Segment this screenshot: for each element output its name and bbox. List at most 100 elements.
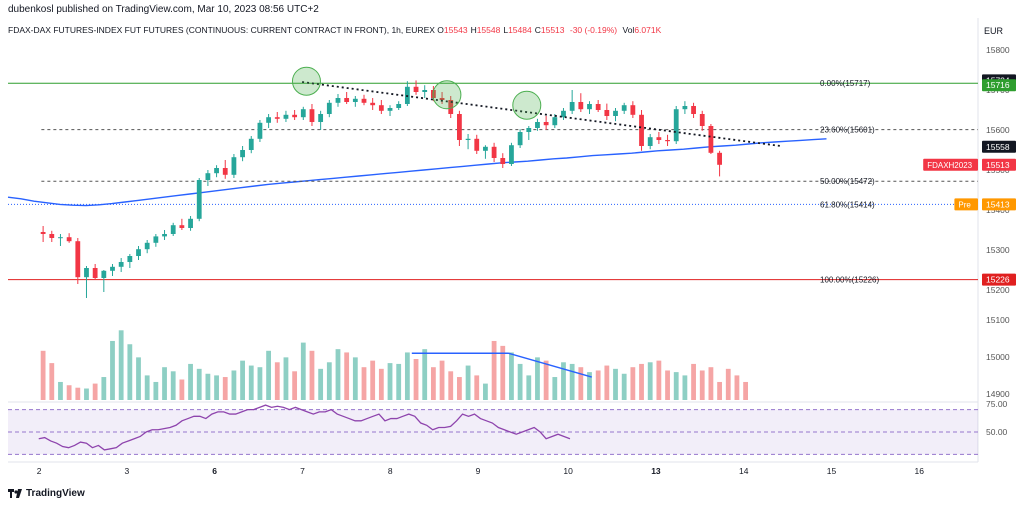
price-axis-prefix-tag — [954, 198, 978, 211]
candle-body — [396, 104, 402, 108]
volume-bar — [656, 360, 662, 400]
candle-body — [231, 157, 237, 175]
price-tick-label: 15300 — [986, 245, 1010, 255]
volume-bar — [136, 357, 141, 400]
price-axis-tag — [982, 79, 1016, 92]
volume-bar — [274, 362, 280, 400]
volume-bar — [699, 370, 705, 400]
volume-bar — [66, 385, 72, 400]
volume-bar — [49, 363, 55, 400]
volume-bar — [309, 350, 315, 400]
volume-bar — [335, 349, 341, 400]
candle-body — [292, 114, 298, 118]
volume-bar — [422, 349, 428, 400]
candle-body — [422, 90, 428, 92]
candle-body — [58, 237, 63, 239]
peak-highlight-circle — [432, 80, 462, 110]
candle-body — [170, 225, 176, 234]
candle-body — [613, 110, 618, 116]
candle-body — [665, 140, 670, 142]
candle-body — [717, 152, 722, 165]
price-tick-label: 15600 — [986, 125, 1010, 135]
candle-body — [127, 256, 133, 262]
candle-body — [621, 105, 627, 111]
volume-bar — [231, 370, 237, 400]
ohlc-key: H — [470, 25, 477, 35]
volume-bar — [413, 359, 419, 400]
volume-bar — [474, 375, 480, 400]
volume-bar — [300, 342, 306, 400]
price-axis-prefix-tag — [923, 158, 978, 171]
volume-bar — [621, 373, 627, 400]
ohlc-value: 15543 — [443, 25, 468, 35]
volume-bar — [248, 365, 254, 400]
candle-body — [413, 86, 419, 92]
volume-bar — [92, 383, 98, 400]
candle-body — [283, 114, 289, 119]
volume-bar — [569, 363, 575, 400]
candle-body — [552, 117, 558, 126]
candle-body — [448, 100, 454, 114]
price-tick-label: 14900 — [986, 389, 1010, 399]
candle-body — [326, 102, 332, 114]
candle-body — [465, 138, 471, 140]
volume-bar — [682, 375, 688, 400]
price-axis-tag — [982, 198, 1016, 211]
price-axis-tag-label: 15226 — [986, 275, 1010, 285]
ohlc-key: C — [534, 25, 541, 35]
volume-bar — [387, 363, 393, 400]
candle-body — [40, 232, 46, 234]
moving-average-line — [7, 138, 827, 207]
price-tick-label: 15100 — [986, 315, 1010, 325]
volume-bar — [630, 367, 636, 400]
volume-bar — [344, 352, 350, 400]
candle-body — [309, 109, 315, 122]
volume-bar — [188, 363, 193, 400]
fib-level-label: 50.00%(15472) — [820, 177, 875, 186]
time-tick-label: 13 — [651, 466, 661, 476]
candle-body — [457, 114, 462, 140]
volume-bar — [734, 375, 740, 400]
candle-body — [257, 122, 263, 139]
ohlc-value: 15484 — [508, 25, 532, 35]
volume-bar — [465, 365, 471, 400]
volume-bar — [266, 350, 272, 400]
candle-body — [266, 117, 272, 123]
candle-body — [691, 106, 696, 114]
volume-bar — [205, 373, 211, 400]
price-axis-tag-label: 15716 — [986, 80, 1010, 90]
candle-body — [205, 173, 211, 180]
volume-bar — [595, 370, 601, 400]
volume-bar — [283, 357, 289, 400]
volume-bar — [144, 375, 150, 400]
volume-bar — [517, 363, 523, 400]
candle-body — [578, 102, 584, 110]
candle-body — [75, 241, 81, 278]
candle-body — [300, 109, 306, 118]
volume-bar — [561, 362, 566, 400]
candle-body — [49, 234, 55, 238]
volume-bar — [318, 368, 324, 400]
change-value: -30 (-0.19%) — [569, 25, 618, 35]
candle-body — [569, 102, 575, 111]
rsi-tick-label: 75.00 — [986, 399, 1008, 409]
candle-body — [274, 117, 280, 119]
volume-bar — [352, 357, 358, 400]
volume-bar — [127, 344, 133, 400]
volume-bar — [552, 377, 558, 400]
ohlc-value: 15513 — [540, 25, 565, 35]
price-axis-prefix-label: Pre — [958, 200, 971, 209]
time-tick-label: 14 — [739, 466, 749, 476]
tradingview-logo-icon — [8, 489, 22, 498]
currency-label[interactable]: EUR — [984, 26, 1004, 36]
volume-bar — [665, 370, 670, 400]
volume-bar — [491, 340, 497, 400]
candle-body — [500, 158, 506, 164]
volume-bar — [647, 362, 653, 400]
candle-body — [543, 122, 549, 126]
tradingview-logo: TradingView — [8, 488, 85, 499]
candle-body — [162, 234, 167, 237]
price-axis-tag — [982, 140, 1016, 153]
